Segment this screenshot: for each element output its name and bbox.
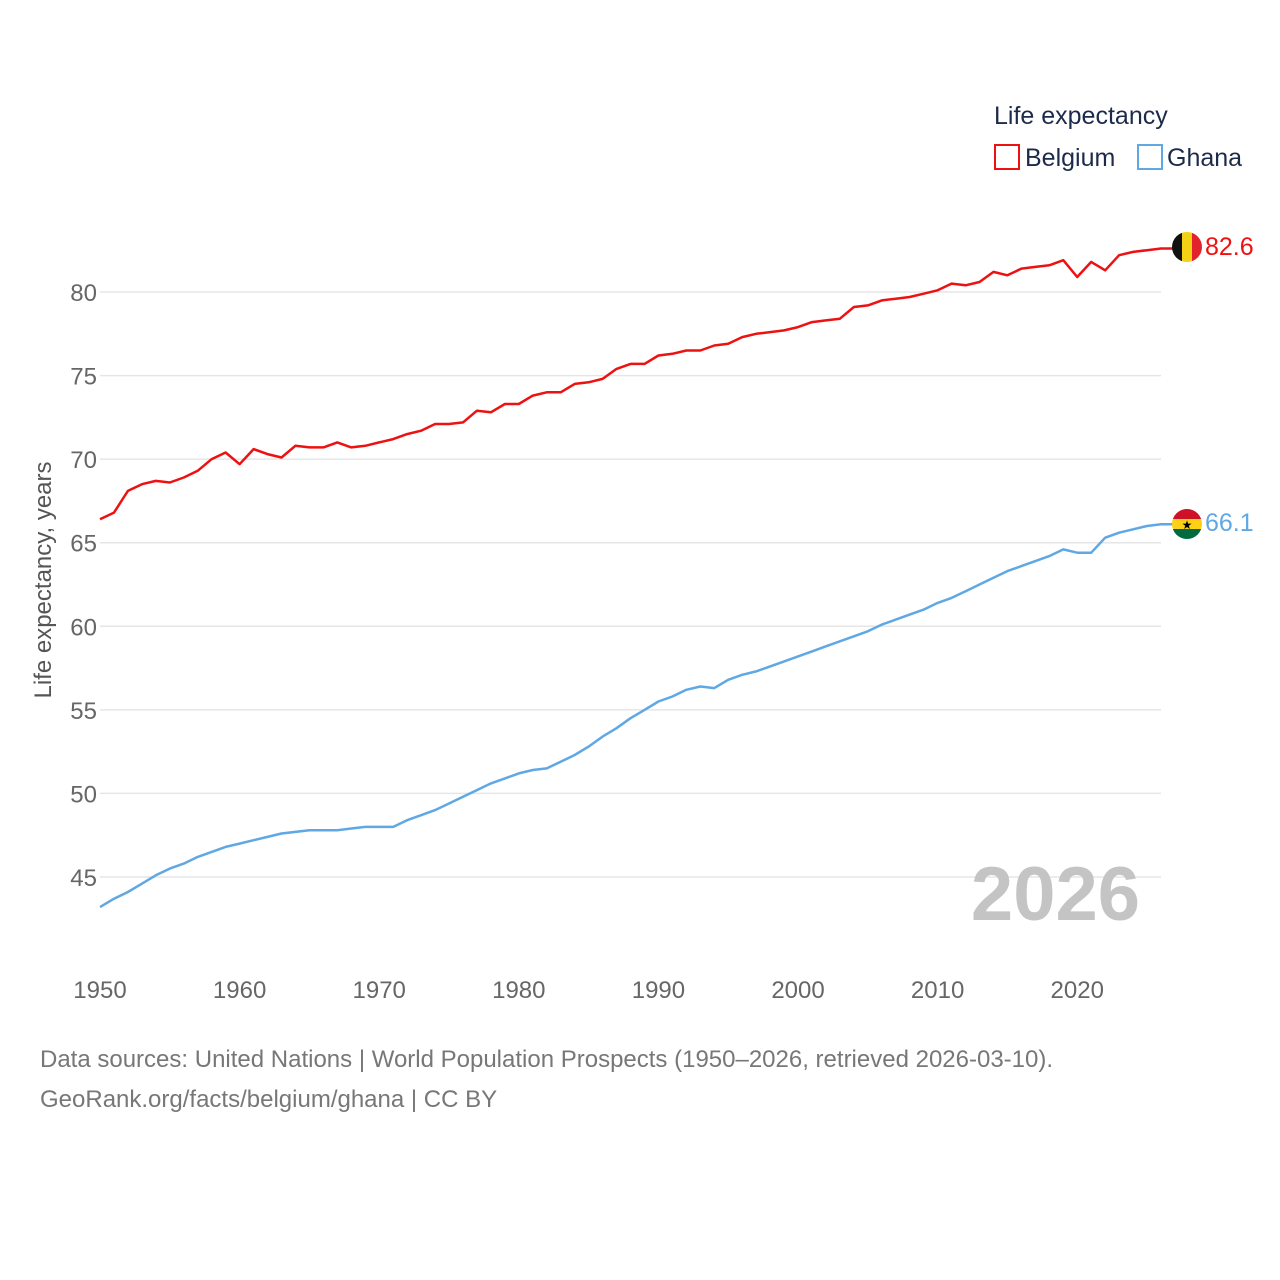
y-tick-label: 50: [70, 781, 97, 808]
ghana-flag-icon: ★: [1172, 509, 1202, 539]
y-tick-label: 45: [70, 865, 97, 892]
y-tick-label: 80: [70, 280, 97, 307]
svg-text:★: ★: [1182, 518, 1193, 532]
x-tick-label: 1950: [73, 977, 126, 1004]
end-label-ghana: 66.1: [1205, 509, 1254, 537]
x-tick-label: 2000: [771, 977, 824, 1004]
x-axis-ticks: 1950 1960 1970 1980 1990 2000 2010 2020: [73, 977, 1104, 1004]
y-tick-label: 55: [70, 698, 97, 725]
legend-title: Life expectancy: [994, 102, 1168, 130]
y-tick-label: 70: [70, 447, 97, 474]
legend-label-ghana: Ghana: [1167, 144, 1242, 172]
x-tick-label: 2010: [911, 977, 964, 1004]
belgium-flag-icon: [1172, 232, 1202, 262]
source-line-2[interactable]: GeoRank.org/facts/belgium/ghana | CC BY: [40, 1086, 498, 1113]
y-axis-label: Life expectancy, years: [30, 461, 57, 698]
series-lines: [99, 247, 1175, 909]
y-tick-label: 60: [70, 614, 97, 641]
legend-label-belgium: Belgium: [1025, 144, 1115, 172]
legend-item-ghana[interactable]: Ghana: [1137, 144, 1242, 172]
series-line-belgium: [99, 247, 1175, 521]
x-tick-label: 1990: [632, 977, 685, 1004]
legend-item-belgium[interactable]: Belgium: [994, 144, 1115, 172]
grid-lines: [100, 291, 1161, 878]
x-tick-label: 1970: [353, 977, 406, 1004]
data-source-note: Data sources: United Nations | World Pop…: [40, 1040, 1260, 1120]
legend-swatch-ghana: [1137, 144, 1163, 170]
x-tick-label: 1980: [492, 977, 545, 1004]
y-tick-label: 75: [70, 364, 97, 391]
x-tick-label: 2020: [1051, 977, 1104, 1004]
source-line-1: Data sources: United Nations | World Pop…: [40, 1046, 1054, 1073]
series-line-ghana: [99, 523, 1175, 909]
y-axis-ticks: 45 50 55 60 65 70 75 80: [70, 280, 97, 892]
y-tick-label: 65: [70, 531, 97, 558]
legend-swatch-belgium: [994, 144, 1020, 170]
x-tick-label: 1960: [213, 977, 266, 1004]
end-label-belgium: 82.6: [1205, 233, 1254, 261]
year-watermark: 2026: [971, 852, 1140, 937]
